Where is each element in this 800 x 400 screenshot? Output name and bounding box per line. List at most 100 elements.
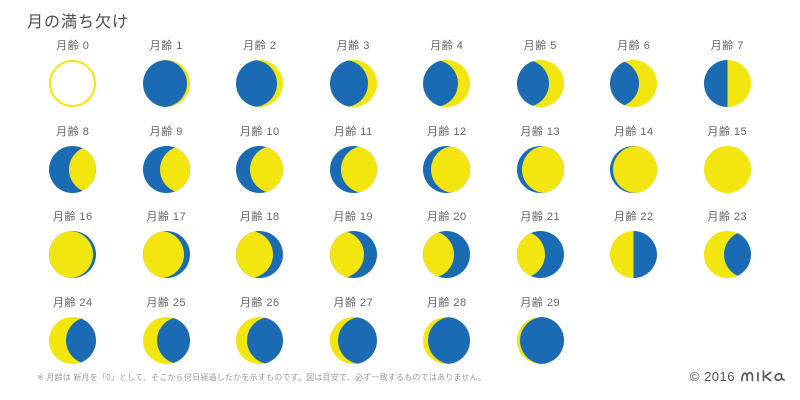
moon-age-label: 月齢 11	[333, 125, 373, 138]
moon-phase-graphic-age-19	[329, 231, 377, 278]
moon-cell: 月齢 11	[307, 126, 401, 212]
moon-shadow-overlay	[516, 60, 549, 107]
moon-phase-graphic-age-21	[516, 231, 564, 278]
moon-age-label: 月齢 2	[243, 40, 277, 52]
moon-cell: 月齢 25	[120, 297, 214, 383]
moon-shadow-overlay	[613, 145, 658, 193]
moon-phase-graphic-age-16	[49, 231, 97, 278]
moon-cell: 月齢 2	[213, 40, 307, 126]
moon-phase-graphic-age-10	[236, 145, 284, 193]
moon-shadow-overlay	[423, 231, 455, 278]
moon-cell: 月齢 9	[120, 126, 214, 212]
moon-age-label: 月齢 26	[239, 296, 280, 309]
moon-shadow-overlay	[723, 231, 751, 278]
moon-cell: 月齢 28	[400, 297, 494, 383]
moon-cell: 月齢 6	[587, 40, 681, 126]
moon-shadow-overlay	[329, 60, 368, 107]
moon-cell: 月齢 23	[681, 211, 775, 297]
moon-shadow-overlay	[423, 60, 459, 107]
moon-age-label: 月齢 13	[520, 125, 561, 138]
moon-age-label: 月齢 28	[426, 296, 467, 309]
moon-phase-graphic-age-3	[329, 60, 377, 107]
moon-phase-graphic-age-29	[516, 316, 564, 364]
moon-cell: 月齢 20	[400, 211, 494, 297]
moon-phase-graphic-age-9	[142, 145, 190, 193]
copyright-year: © 2016	[689, 368, 735, 384]
moon-cell: 月齢 21	[494, 211, 588, 297]
moon-shadow-overlay	[142, 231, 184, 278]
moon-cell: 月齢 10	[213, 126, 307, 212]
moon-cell: 月齢 29	[494, 297, 588, 383]
moon-shadow-overlay	[250, 145, 284, 193]
moon-shadow-overlay	[69, 145, 97, 193]
copyright: © 2016	[690, 364, 788, 388]
moon-cell: 月齢 5	[494, 40, 588, 126]
moon-phase-graphic-age-13	[516, 145, 564, 193]
moon-phase-graphic-age-5	[516, 60, 564, 107]
moon-shadow-overlay	[236, 231, 274, 278]
moon-shadow-overlay	[66, 316, 97, 364]
moon-age-label: 月齢 6	[617, 40, 651, 52]
moon-age-label: 月齢 23	[707, 211, 748, 223]
moon-age-label: 月齢 17	[146, 211, 187, 223]
moon-shadow-overlay	[156, 316, 190, 364]
moon-age-label: 月齢 5	[523, 40, 557, 52]
moon-age-label: 月齢 10	[239, 125, 280, 138]
moon-shadow-overlay	[516, 231, 545, 278]
moon-phase-graphic-age-28	[423, 316, 471, 364]
moon-cell: 月齢 27	[307, 297, 401, 383]
moon-phase-graphic-age-11	[329, 145, 377, 193]
moon-age-label: 月齢 0	[56, 40, 90, 52]
moon-age-label: 月齢 24	[52, 296, 93, 309]
moon-cell: 月齢 17	[120, 211, 214, 297]
moon-shadow-overlay	[329, 231, 364, 278]
moon-age-label: 月齢 9	[149, 125, 183, 138]
moon-age-label: 月齢 14	[613, 125, 654, 138]
moon-age-label: 月齢 16	[52, 211, 93, 223]
moon-shadow-overlay	[142, 60, 187, 107]
moon-cell: 月齢 18	[213, 211, 307, 297]
moon-phase-graphic-age-24	[49, 316, 97, 364]
moon-age-label: 月齢 25	[146, 296, 187, 309]
moon-age-label: 月齢 1	[149, 40, 183, 52]
moon-phase-graphic-age-8	[49, 145, 97, 193]
mika-signature-logo	[741, 370, 786, 382]
moon-cell: 月齢 4	[400, 40, 494, 126]
moon-shadow-overlay	[159, 145, 190, 193]
moon-phase-graphic-age-25	[142, 316, 190, 364]
moon-phase-graphic-age-22	[610, 231, 658, 278]
moon-phase-graphic-age-0	[49, 60, 97, 107]
moon-age-label: 月齢 12	[426, 125, 467, 138]
moon-cell: 月齢 24	[26, 297, 120, 383]
moon-phase-graphic-age-7	[703, 60, 751, 107]
moon-phase-grid: 月齢 0 月齢 1 月齢 2 月齢 3 月齢 4 月齢 5 月齢 6 月齢 7 月齢 8 月齢 9…	[26, 40, 774, 382]
moon-phase-graphic-age-26	[236, 316, 284, 364]
moon-phase-graphic-age-1	[142, 60, 190, 107]
moon-phase-graphic-age-20	[423, 231, 471, 278]
moon-age-label: 月齢 27	[333, 296, 374, 309]
moon-cell: 月齢 16	[26, 211, 120, 297]
moon-phase-graphic-age-18	[236, 231, 284, 278]
moon-age-label: 月齢 21	[520, 211, 561, 223]
moon-shadow-overlay	[337, 316, 377, 364]
moon-age-label: 月齢 20	[426, 211, 467, 223]
moon-phase-graphic-age-4	[423, 60, 471, 107]
moon-age-label: 月齢 19	[333, 211, 374, 223]
moon-cell: 月齢 19	[307, 211, 401, 297]
moon-phase-graphic-age-17	[142, 231, 190, 278]
moon-phase-graphic-age-15	[703, 145, 751, 193]
moon-cell: 月齢 13	[494, 126, 588, 212]
moon-cell: 月齢 12	[400, 126, 494, 212]
moon-age-label: 月齢 22	[613, 211, 654, 223]
moon-cell: 月齢 1	[120, 40, 214, 126]
moon-age-label: 月齢 3	[336, 40, 370, 52]
moon-age-label: 月齢 15	[707, 125, 748, 138]
moon-shadow-overlay	[610, 60, 640, 107]
moon-cell: 月齢 3	[307, 40, 401, 126]
moon-cell: 月齢 8	[26, 126, 120, 212]
moon-cell: 月齢 26	[213, 297, 307, 383]
moon-age-label: 月齢 18	[239, 211, 280, 223]
footnote: ※ 月齢は 新月を「0」として、そこから何日経過したかを示すものです。図は目安で…	[37, 373, 486, 382]
moon-shadow-overlay	[236, 60, 278, 107]
